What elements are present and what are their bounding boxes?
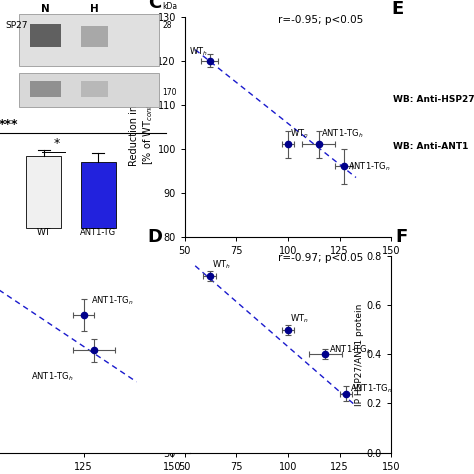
Text: C: C [148,0,161,12]
Text: N: N [41,4,50,14]
Text: WB: Anti-ANT1: WB: Anti-ANT1 [393,143,468,151]
Y-axis label: Caspase 3/7 activity
[% of WT$_{controls}$]: Caspase 3/7 activity [% of WT$_{controls… [128,305,155,404]
Text: r=-0.97; p<0.05: r=-0.97; p<0.05 [278,253,363,263]
Text: WT$_h$: WT$_h$ [189,46,208,58]
Text: SP27: SP27 [5,21,27,30]
FancyBboxPatch shape [18,73,158,107]
Bar [27,156,61,228]
Text: ANT1-TG: ANT1-TG [80,228,116,237]
Y-axis label: IP HSP27/ANT1 protein: IP HSP27/ANT1 protein [355,303,364,405]
Bar [30,81,61,97]
Y-axis label: Reduction in ΔΨ
[% of WT$_{controls}$]: Reduction in ΔΨ [% of WT$_{controls}$] [129,88,155,166]
Text: H: H [90,4,99,14]
Text: WT$_h$: WT$_h$ [212,258,230,271]
FancyBboxPatch shape [18,14,158,66]
Text: r=-0.95; p<0.05: r=-0.95; p<0.05 [278,15,363,25]
Text: WT: WT [36,228,51,237]
Text: 170: 170 [163,88,177,97]
X-axis label: HSP27 protein [% of WT$_{control}$]: HSP27 protein [% of WT$_{control}$] [215,260,361,274]
Text: E: E [391,0,403,18]
Text: WT$_n$: WT$_n$ [290,128,309,140]
Text: 28: 28 [163,21,172,30]
Bar [30,24,61,47]
Text: F: F [396,228,408,246]
Bar [81,163,116,228]
Bar [81,81,108,97]
Text: *: * [54,137,60,150]
Text: ANT1-TG$_h$: ANT1-TG$_h$ [329,343,372,356]
Text: WT$_n$: WT$_n$ [290,312,309,325]
Bar [81,26,108,47]
Text: D: D [148,228,163,246]
Text: ANT1-TG$_h$: ANT1-TG$_h$ [31,370,73,383]
Text: ANT1-TG$_n$: ANT1-TG$_n$ [348,160,390,173]
Text: ANT1-TG$_n$: ANT1-TG$_n$ [350,383,392,395]
Text: WB: Anti-HSP27: WB: Anti-HSP27 [393,95,474,104]
Text: kDa: kDa [163,2,178,11]
Text: ANT1-TG$_n$: ANT1-TG$_n$ [91,295,133,307]
Text: ANT1-TG$_h$: ANT1-TG$_h$ [321,128,364,140]
Text: ***: *** [0,118,18,131]
